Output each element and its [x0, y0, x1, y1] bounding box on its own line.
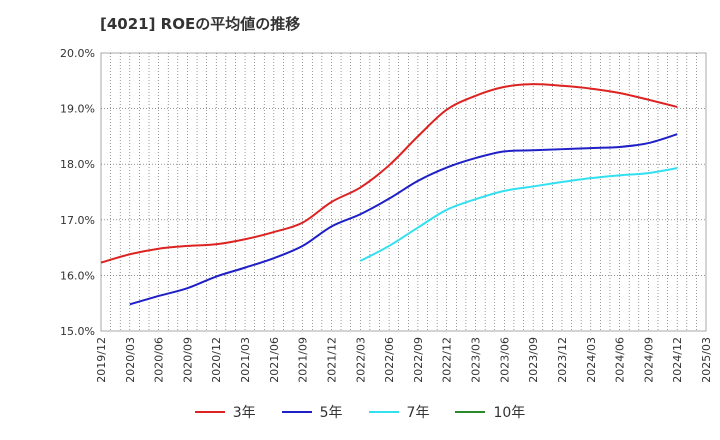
series-line-2 — [129, 133, 678, 306]
legend-label: 7年 — [406, 405, 430, 421]
series-line-1 — [100, 83, 678, 264]
legend-item-4: 10年 — [455, 402, 525, 422]
legend-item-3: 7年 — [368, 402, 430, 422]
x-tick-label: 2024/12 — [671, 337, 684, 383]
legend-swatch — [281, 411, 312, 413]
x-tick-label: 2020/09 — [181, 337, 194, 383]
x-tick-label: 2024/06 — [614, 337, 627, 383]
x-tick-label: 2022/06 — [383, 337, 396, 383]
x-tick-label: 2021/12 — [325, 337, 338, 383]
series-line-3 — [359, 167, 678, 262]
legend-swatch — [194, 411, 225, 413]
x-tick-label: 2025/03 — [700, 337, 713, 383]
y-tick-label: 15.0% — [60, 325, 95, 338]
x-tick-label: 2019/12 — [95, 337, 108, 383]
legend-label: 10年 — [493, 405, 526, 421]
legend-item-2: 5年 — [281, 402, 343, 422]
x-tick-label: 2020/06 — [153, 337, 166, 383]
x-tick-label: 2024/09 — [642, 337, 655, 383]
y-tick-label: 17.0% — [60, 214, 95, 227]
x-tick-label: 2020/03 — [124, 337, 137, 383]
legend-label: 3年 — [232, 405, 256, 421]
y-tick-label: 16.0% — [60, 269, 95, 282]
x-tick-label: 2023/12 — [556, 337, 569, 383]
x-tick-label: 2021/06 — [268, 337, 281, 383]
x-tick-label: 2022/09 — [412, 337, 425, 383]
legend-swatch — [368, 411, 399, 413]
x-tick-label: 2023/09 — [527, 337, 540, 383]
x-tick-label: 2023/03 — [470, 337, 483, 383]
x-tick-label: 2022/12 — [441, 337, 454, 383]
legend-item-1: 3年 — [194, 402, 256, 422]
y-tick-label: 19.0% — [60, 103, 95, 116]
plot-area — [100, 52, 707, 332]
legend-swatch — [455, 411, 486, 413]
y-tick-label: 18.0% — [60, 158, 95, 171]
x-tick-label: 2024/03 — [585, 337, 598, 383]
x-tick-label: 2023/06 — [498, 337, 511, 383]
chart-title: [4021] ROEの平均値の推移 — [100, 15, 301, 33]
legend-label: 5年 — [319, 405, 343, 421]
legend: 3年 5年 7年 10年 — [0, 402, 720, 422]
x-tick-label: 2020/12 — [210, 337, 223, 383]
x-tick-label: 2021/03 — [239, 337, 252, 383]
x-tick-label: 2022/03 — [354, 337, 367, 383]
x-tick-label: 2021/09 — [297, 337, 310, 383]
y-tick-label: 20.0% — [60, 47, 95, 60]
